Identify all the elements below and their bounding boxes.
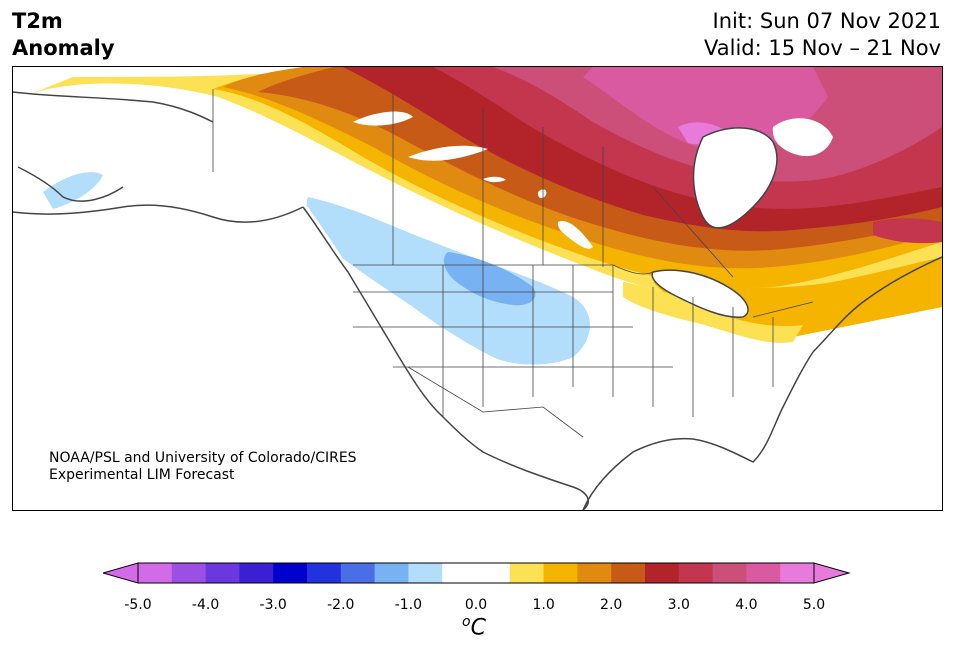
- colorbar-cell: [273, 563, 308, 583]
- great-slave-lake: [408, 145, 488, 161]
- warm-anomaly-field: [28, 67, 942, 343]
- pacific-coast: [302, 206, 589, 510]
- colorbar-cell: [138, 563, 173, 583]
- colorbar-cell: [780, 563, 815, 583]
- colorbar-cell: [307, 563, 342, 583]
- anomaly-cool-1: [306, 197, 590, 365]
- baffin-bay: [772, 118, 833, 157]
- colorbar-cell: [746, 563, 781, 583]
- colorbar-cell: [171, 563, 207, 583]
- colorbar-max-arrow: [813, 562, 851, 584]
- units-degree: o: [462, 614, 471, 630]
- colorbar-cell: [442, 563, 477, 583]
- reindeer-lake: [537, 189, 547, 199]
- colorbar-tick-label: 0.0: [464, 597, 488, 613]
- great-lakes-coast: [651, 269, 749, 318]
- political-borders: [212, 89, 814, 438]
- map-canvas: [13, 67, 942, 510]
- anomaly-band-45: [583, 67, 828, 153]
- colorbar-cell: [611, 563, 646, 583]
- colorbar-cells: [138, 563, 815, 583]
- colorbar-outline: [137, 562, 815, 584]
- alaska-coast: [13, 91, 304, 223]
- colorbar-cell: [509, 563, 545, 583]
- great-bear-lake: [353, 111, 413, 126]
- pacific-ocean: [13, 187, 583, 510]
- us-mexico-border: [407, 366, 584, 438]
- forecast-dates: Init: Sun 07 Nov 2021 Valid: 15 Nov – 21…: [704, 8, 941, 62]
- great-lakes: [652, 270, 748, 318]
- colorbar-tick-label: -5.0: [124, 597, 152, 613]
- state-borders: [353, 265, 774, 417]
- colorbar-cell: [678, 563, 714, 583]
- init-date: Init: Sun 07 Nov 2021: [712, 9, 941, 33]
- colorbar-cell: [205, 563, 240, 583]
- colorbar-cell: [577, 563, 612, 583]
- atlantic-coast: [812, 256, 942, 353]
- colorbar-cell: [543, 563, 578, 583]
- map-title: T2m Anomaly: [12, 8, 115, 62]
- anomaly-band-4-pinkeast: [873, 218, 942, 244]
- colorbar-tick-label: 5.0: [802, 597, 826, 613]
- colorbar-cell: [374, 563, 409, 583]
- lake-winnipeg: [557, 221, 593, 249]
- anomaly-map: [12, 66, 943, 511]
- lakes: [13, 111, 833, 510]
- hudson-coast: [692, 127, 778, 229]
- colorbar: [103, 562, 851, 584]
- gulf-coast: [582, 351, 814, 510]
- colorbar-cell: [476, 563, 511, 583]
- units-base: C: [470, 615, 486, 641]
- province-borders: [392, 92, 734, 278]
- forecast-credit: NOAA/PSL and University of Colorado/CIRE…: [49, 450, 357, 484]
- colorbar-tick-label: -1.0: [394, 597, 423, 613]
- colorbar-cell: [645, 563, 680, 583]
- colorbar-min-arrow: [103, 562, 139, 584]
- field-label: Anomaly: [12, 36, 115, 60]
- credit-line-1: NOAA/PSL and University of Colorado/CIRE…: [49, 450, 357, 466]
- colorbar-cell: [340, 563, 376, 583]
- colorbar-tick-label: -3.0: [259, 597, 287, 613]
- colorbar-tick-label: 1.0: [532, 597, 555, 613]
- units-label: oC: [462, 614, 486, 640]
- variable-label: T2m: [12, 9, 63, 33]
- colorbar-cell: [712, 563, 747, 583]
- colorbar-tick-label: -2.0: [327, 597, 355, 613]
- colorbar-tick-label: 4.0: [735, 597, 758, 613]
- colorbar-cell: [239, 563, 274, 583]
- colorbar-cell: [408, 563, 443, 583]
- colorbar-tick-label: 3.0: [667, 597, 690, 613]
- anomaly-cool-alaska: [43, 172, 103, 209]
- valid-range: Valid: 15 Nov – 21 Nov: [704, 36, 941, 60]
- colorbar-tick-label: 2.0: [600, 597, 623, 613]
- credit-line-2: Experimental LIM Forecast: [49, 467, 235, 483]
- coastlines: [13, 91, 942, 510]
- lake-athabasca: [483, 176, 506, 183]
- colorbar-tick-label: -4.0: [191, 597, 220, 613]
